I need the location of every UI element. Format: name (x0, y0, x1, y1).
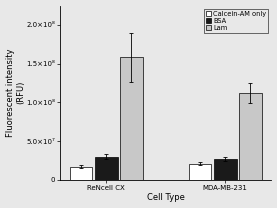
Bar (70, 167, 92, 180)
Bar (214, 159, 237, 180)
X-axis label: Cell Type: Cell Type (147, 193, 185, 202)
Bar (120, 57, 143, 180)
Y-axis label: Fluorescent intensity
(RFU): Fluorescent intensity (RFU) (6, 48, 25, 137)
Bar (95, 157, 117, 180)
Legend: Calcein-AM only, BSA, Lam: Calcein-AM only, BSA, Lam (204, 9, 268, 33)
Bar (239, 93, 262, 180)
Bar (189, 163, 211, 180)
